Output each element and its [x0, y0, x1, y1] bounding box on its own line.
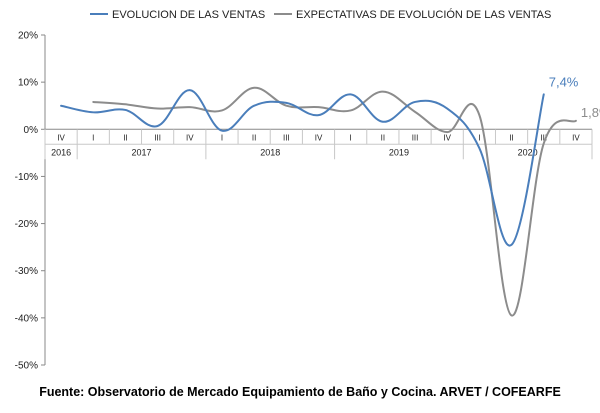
year-label: 2019: [389, 147, 409, 157]
quarter-label: III: [154, 133, 161, 142]
quarter-label: II: [252, 133, 256, 142]
quarter-label: I: [478, 133, 480, 142]
year-label: 2016: [51, 147, 71, 157]
expectations-end-label: 1,8%: [581, 105, 600, 120]
series-layer: 1,8% 7,4%: [60, 74, 600, 317]
legend: EVOLUCION DE LAS VENTAS EXPECTATIVAS DE E…: [90, 8, 551, 21]
quarter-label: IV: [315, 133, 323, 142]
quarter-label: IV: [572, 133, 580, 142]
quarter-label: II: [509, 133, 513, 142]
y-tick-label: -50%: [15, 361, 38, 372]
year-label: 2017: [132, 147, 152, 157]
y-tick-label: -20%: [15, 219, 38, 230]
quarter-label: II: [381, 133, 385, 142]
quarter-label: I: [92, 133, 94, 142]
year-label: 2020: [518, 147, 538, 157]
y-tick-label: 20%: [18, 31, 38, 42]
quarter-label: III: [283, 133, 290, 142]
sales-line: [60, 89, 545, 247]
quarter-label: IV: [186, 133, 194, 142]
quarter-label: I: [350, 133, 352, 142]
quarter-label: IV: [57, 133, 65, 142]
y-tick-label: -30%: [15, 266, 38, 277]
sales-end-label: 7,4%: [549, 74, 579, 89]
sales-evolution-chart: EVOLUCION DE LAS VENTAS EXPECTATIVAS DE E…: [15, 8, 600, 372]
quarter-label: III: [540, 133, 547, 142]
y-tick-label: -40%: [15, 313, 38, 324]
expectations-line: [92, 86, 577, 317]
legend-label-expectations: EXPECTATIVAS DE EVOLUCIÓN DE LAS VENTAS: [296, 8, 551, 21]
quarter-label: IV: [443, 133, 451, 142]
y-tick-label: 0%: [24, 125, 39, 136]
legend-label-sales: EVOLUCION DE LAS VENTAS: [112, 9, 265, 21]
axes: 20%10%0%-10%-20%-30%-40%-50%IV I II III IV I I…: [15, 31, 593, 372]
source-note: Fuente: Observatorio de Mercado Equipami…: [39, 385, 561, 399]
year-label: 2018: [260, 147, 280, 157]
quarter-label: II: [123, 133, 127, 142]
quarter-label: I: [221, 133, 223, 142]
quarter-label: III: [412, 133, 419, 142]
y-tick-label: 10%: [18, 78, 38, 89]
y-tick-label: -10%: [15, 172, 38, 183]
